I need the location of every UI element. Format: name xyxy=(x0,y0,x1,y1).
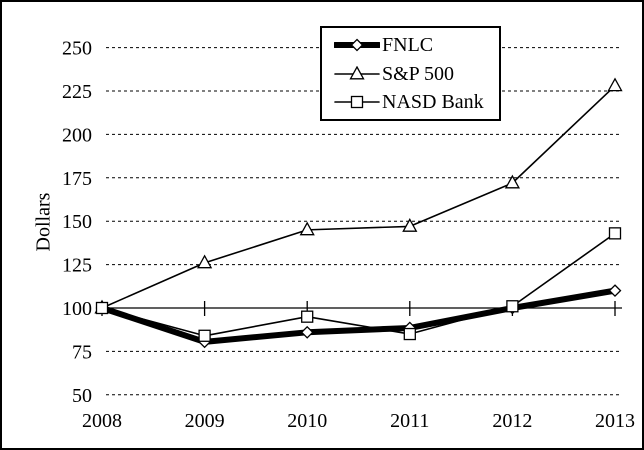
legend-item-fnlc: FNLC xyxy=(334,34,499,56)
svg-text:2008: 2008 xyxy=(82,410,122,432)
svg-text:175: 175 xyxy=(62,168,92,190)
svg-text:50: 50 xyxy=(72,385,92,407)
series-fnlc xyxy=(95,284,622,349)
legend-label-nasd-bank: NASD Bank xyxy=(382,90,484,113)
y-axis-tick-labels: 50 75 100 125 150 175 200 225 250 xyxy=(62,38,92,407)
sp500-triangle-line-icon xyxy=(334,65,380,82)
svg-text:200: 200 xyxy=(62,124,92,146)
legend-label-fnlc: FNLC xyxy=(382,34,434,57)
legend-item-sp500: S&P 500 xyxy=(334,63,499,85)
svg-text:2013: 2013 xyxy=(595,410,635,432)
svg-text:100: 100 xyxy=(62,298,92,320)
legend: FNLC S&P 500 NASD Bank xyxy=(320,26,501,121)
svg-text:2009: 2009 xyxy=(185,410,225,432)
x-axis-tick-labels: 2008 2009 2010 2011 2012 2013 xyxy=(82,410,635,432)
svg-text:125: 125 xyxy=(62,255,92,277)
svg-text:225: 225 xyxy=(62,81,92,103)
legend-label-sp500: S&P 500 xyxy=(382,62,455,85)
series-nasd-bank xyxy=(95,227,622,342)
svg-text:250: 250 xyxy=(62,38,92,60)
svg-text:2010: 2010 xyxy=(287,410,327,432)
svg-text:2012: 2012 xyxy=(492,410,532,432)
fnlc-diamond-line-icon xyxy=(334,37,380,53)
svg-text:2011: 2011 xyxy=(390,410,429,432)
y-axis-title: Dollars xyxy=(32,192,55,252)
svg-text:75: 75 xyxy=(72,341,92,363)
nasd-bank-square-line-icon xyxy=(334,94,380,110)
svg-text:150: 150 xyxy=(62,211,92,233)
legend-item-nasd-bank: NASD Bank xyxy=(334,91,499,113)
